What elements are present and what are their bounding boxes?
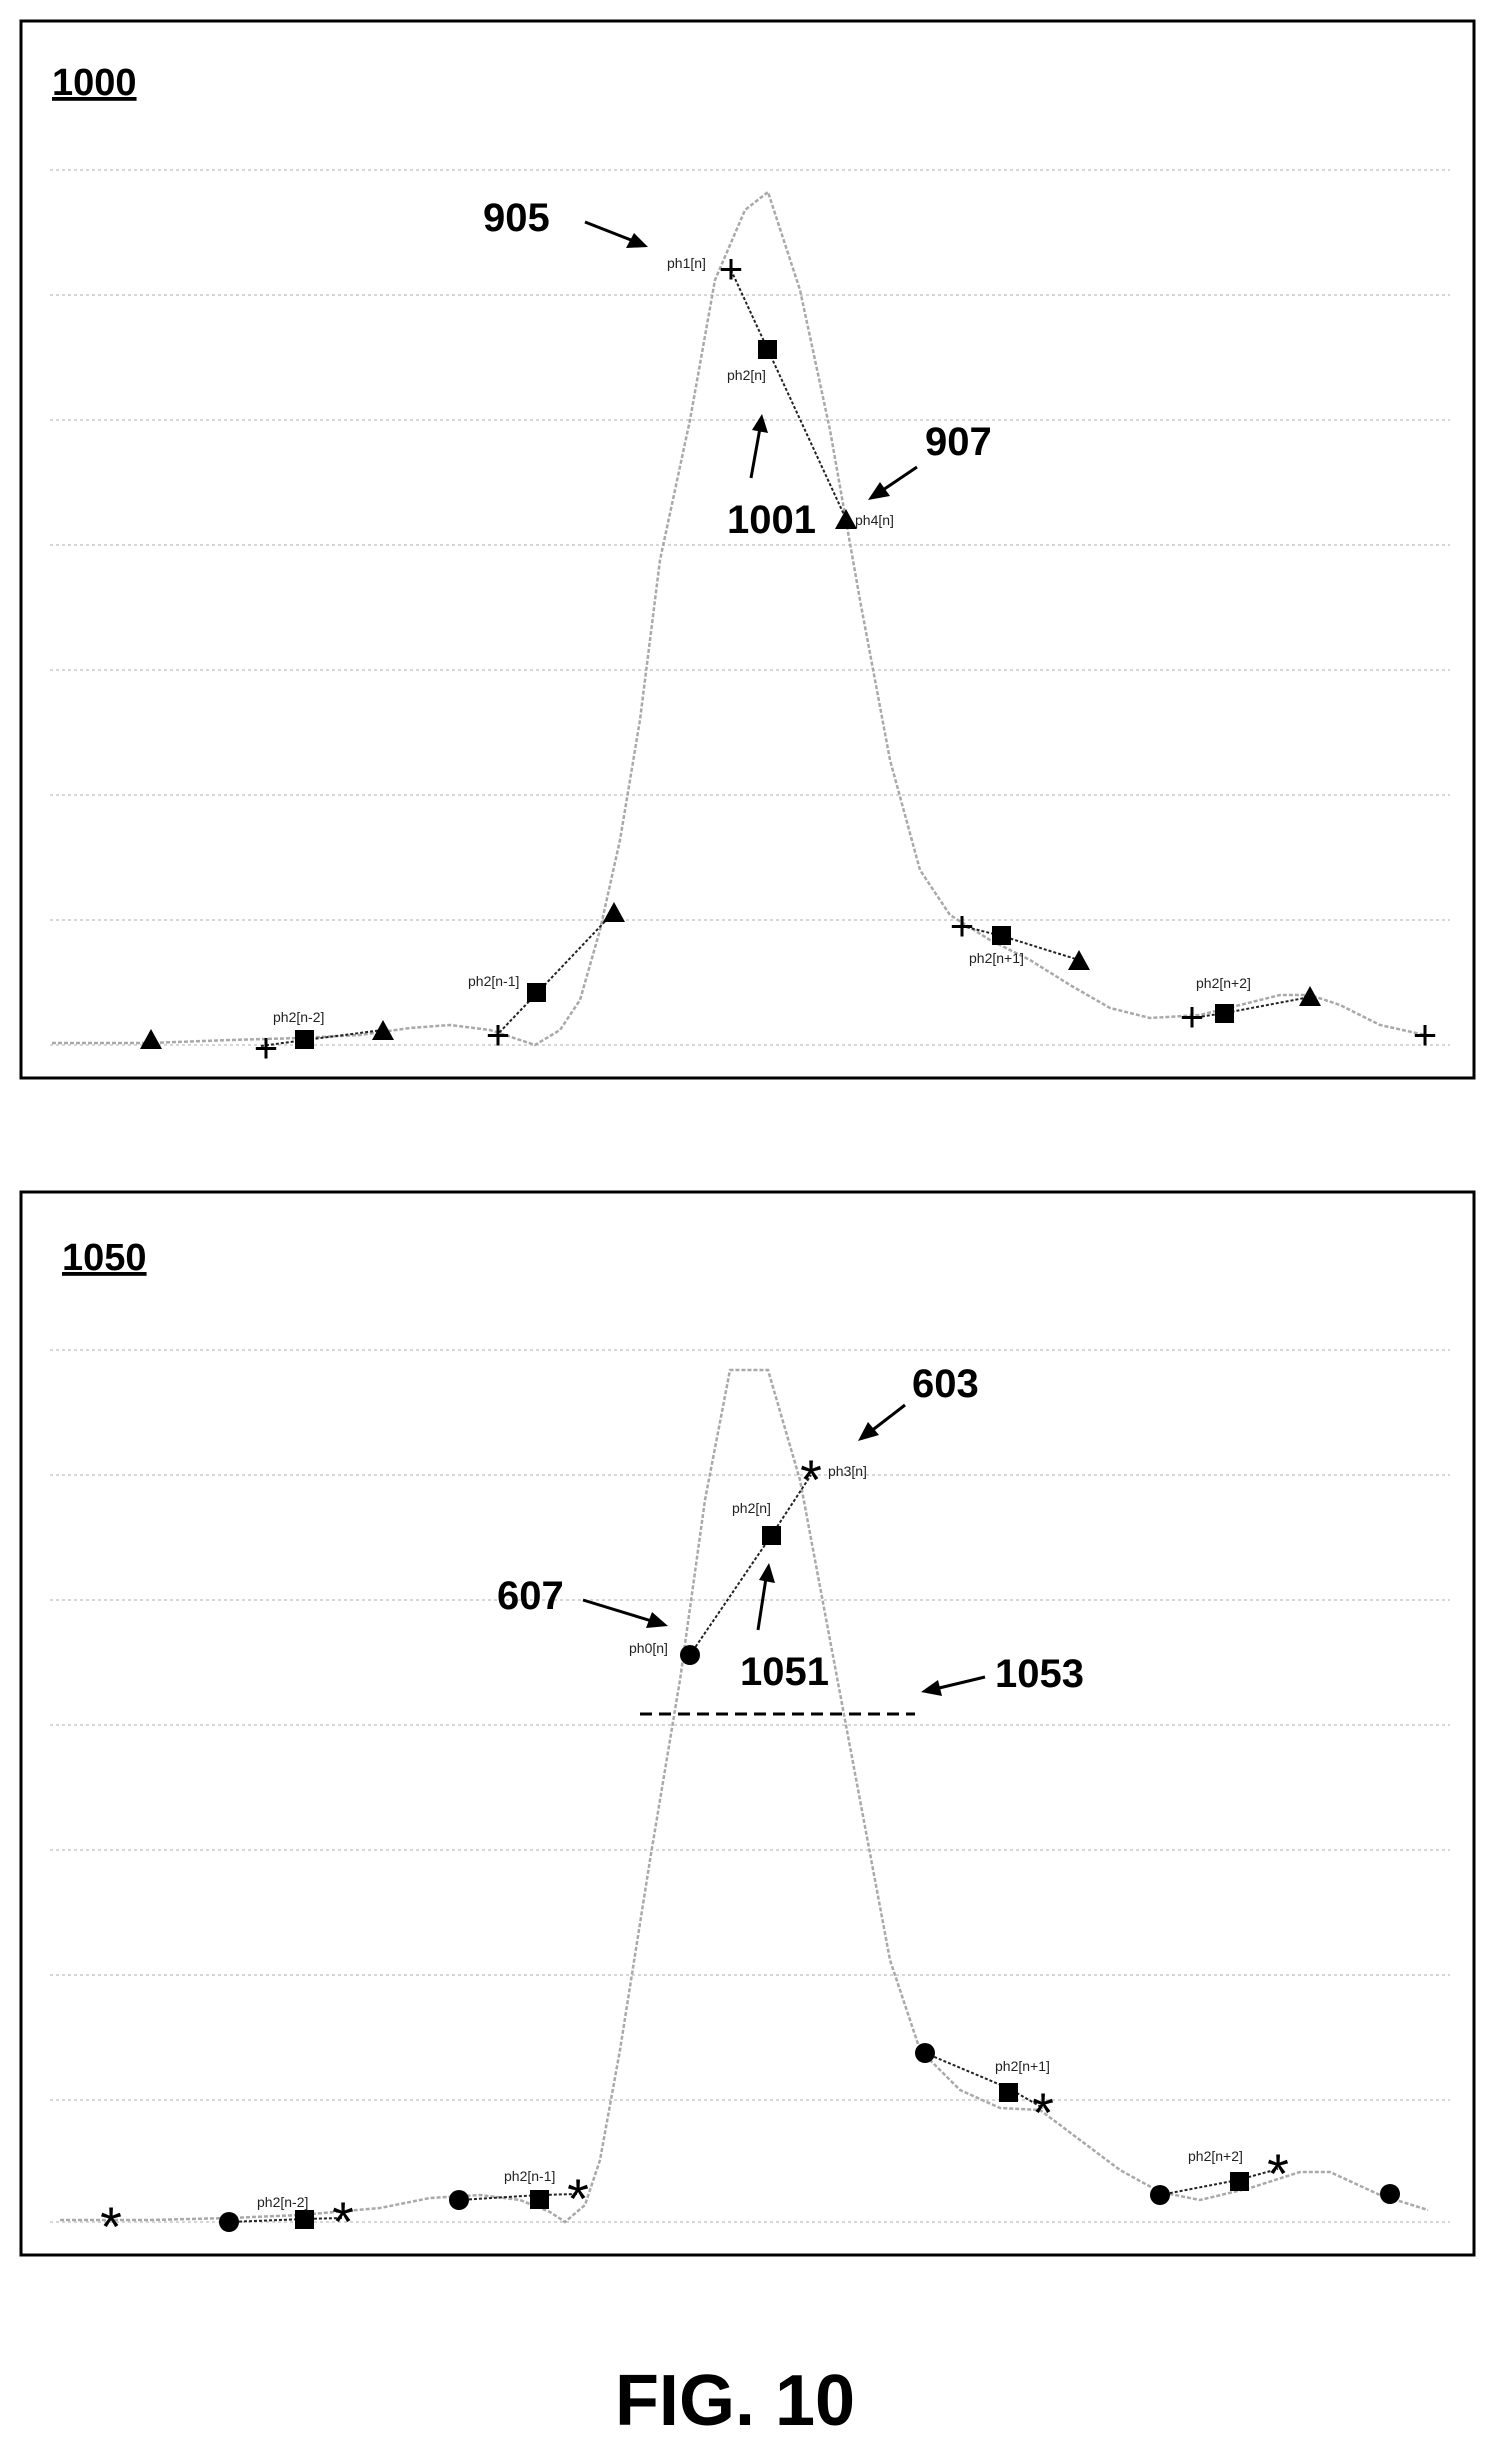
square-marker bbox=[295, 1030, 314, 1049]
panel-label: 1050 bbox=[62, 1237, 147, 1279]
arrow-905 bbox=[584, 220, 637, 244]
panel-1050-gridlines bbox=[50, 1349, 1450, 2223]
panel-1000-reference-numerals: 905 907 1001 bbox=[483, 196, 992, 542]
arrow-603-head bbox=[858, 1422, 879, 1441]
circle-marker bbox=[449, 2190, 469, 2210]
tag-ph4-n: ph4[n] bbox=[855, 512, 894, 528]
panel-1050-frame bbox=[19, 1190, 1476, 2257]
tag-ph2-n-plus-1: ph2[n+1] bbox=[969, 950, 1024, 966]
circle-marker bbox=[915, 2043, 935, 2063]
triangle-marker bbox=[372, 1020, 394, 1040]
panel-1000-point-tags: ph1[n] ph2[n] ph4[n] ph2[n-2] ph2[n-1] p… bbox=[273, 255, 1251, 1025]
arrow-907-head bbox=[868, 482, 890, 500]
ph1-plus-markers: + + + + + + bbox=[254, 245, 1438, 1071]
square-marker bbox=[992, 926, 1011, 945]
triangle-marker bbox=[140, 1029, 162, 1049]
square-marker bbox=[1230, 2172, 1249, 2191]
plus-marker: + bbox=[1180, 993, 1205, 1040]
tag-ph2-n: ph2[n] bbox=[732, 1500, 771, 1516]
arrow-1001 bbox=[749, 427, 762, 479]
panel-label: 1000 bbox=[52, 62, 137, 104]
ref-905: 905 bbox=[483, 196, 550, 240]
circle-marker bbox=[1380, 2184, 1400, 2204]
triangle-marker bbox=[603, 902, 625, 922]
tag-ph1-n: ph1[n] bbox=[667, 255, 706, 271]
panel-1050-point-tags: ph3[n] ph2[n] ph0[n] ph2[n-2] ph2[n-1] p… bbox=[257, 1463, 1243, 2210]
ref-1051: 1051 bbox=[740, 1650, 829, 1694]
tag-ph2-n-minus-1: ph2[n-1] bbox=[468, 973, 519, 989]
ph0-circle-markers bbox=[219, 1645, 1400, 2232]
arrow-1053 bbox=[934, 1675, 986, 1691]
tag-ph2-n-minus-2: ph2[n-2] bbox=[273, 1009, 324, 1025]
triangle-marker bbox=[1299, 986, 1321, 1006]
plus-marker: + bbox=[1413, 1011, 1438, 1058]
ref-603: 603 bbox=[912, 1362, 979, 1406]
asterisk-marker: * bbox=[332, 2190, 354, 2253]
asterisk-marker: * bbox=[1032, 2081, 1054, 2144]
ph2-square-markers bbox=[295, 340, 1234, 1049]
ref-607: 607 bbox=[497, 1574, 564, 1618]
triangle-marker bbox=[835, 509, 857, 529]
arrow-607-head bbox=[646, 1612, 668, 1628]
arrow-607 bbox=[582, 1598, 656, 1624]
square-marker bbox=[530, 2190, 549, 2209]
arrow-1051-head bbox=[759, 1563, 775, 1583]
ref-907: 907 bbox=[925, 420, 992, 464]
circle-marker bbox=[219, 2212, 239, 2232]
square-marker bbox=[758, 340, 777, 359]
square-marker bbox=[762, 1526, 781, 1545]
circle-marker bbox=[680, 1645, 700, 1665]
panel-1000: 1000 + + + + bbox=[19, 19, 1476, 1080]
plus-marker: + bbox=[950, 902, 975, 949]
tag-ph2-n-plus-2: ph2[n+2] bbox=[1188, 2148, 1243, 2164]
arrow-603 bbox=[869, 1403, 906, 1434]
tag-ph2-n-plus-1: ph2[n+1] bbox=[995, 2058, 1050, 2074]
panel-1050-reference-numerals: 603 607 1051 1053 bbox=[497, 1362, 1084, 1716]
panel-1000-gridlines bbox=[50, 169, 1450, 1046]
plus-marker: + bbox=[486, 1011, 511, 1058]
square-marker bbox=[527, 983, 546, 1002]
arrow-1053-head bbox=[921, 1680, 942, 1696]
ph4-triangle-markers bbox=[140, 509, 1321, 1049]
arrow-1051 bbox=[756, 1577, 768, 1631]
ph2-square-markers bbox=[295, 1526, 1249, 2229]
figure-caption: FIG. 10 bbox=[615, 2361, 855, 2441]
asterisk-marker: * bbox=[1267, 2142, 1289, 2205]
square-marker bbox=[1215, 1004, 1234, 1023]
plus-marker: + bbox=[254, 1024, 279, 1071]
ref-1053: 1053 bbox=[995, 1652, 1084, 1696]
square-marker bbox=[295, 2210, 314, 2229]
asterisk-marker: * bbox=[800, 1448, 822, 1511]
tag-ph2-n-plus-2: ph2[n+2] bbox=[1196, 975, 1251, 991]
ref-1001: 1001 bbox=[727, 498, 816, 542]
square-marker bbox=[999, 2083, 1018, 2102]
tag-ph3-n: ph3[n] bbox=[828, 1463, 867, 1479]
arrow-1001-head bbox=[752, 414, 768, 433]
circle-marker bbox=[1150, 2185, 1170, 2205]
arrow-905-head bbox=[626, 233, 648, 248]
tag-ph2-n: ph2[n] bbox=[727, 367, 766, 383]
asterisk-marker: * bbox=[100, 2195, 122, 2258]
tag-ph0-n: ph0[n] bbox=[629, 1640, 668, 1656]
tag-ph2-n-minus-2: ph2[n-2] bbox=[257, 2194, 308, 2210]
arrow-907 bbox=[879, 465, 918, 494]
plus-marker: + bbox=[719, 245, 744, 292]
panel-1050: 1050 * * * * bbox=[19, 1190, 1476, 2258]
panel-1000-frame bbox=[19, 19, 1476, 1080]
tag-ph2-n-minus-1: ph2[n-1] bbox=[504, 2168, 555, 2184]
asterisk-marker: * bbox=[567, 2167, 589, 2230]
triangle-marker bbox=[1068, 950, 1090, 970]
analog-signal-curve bbox=[52, 189, 1426, 1047]
ph3-asterisk-markers: * * * * * * bbox=[100, 1448, 1289, 2258]
